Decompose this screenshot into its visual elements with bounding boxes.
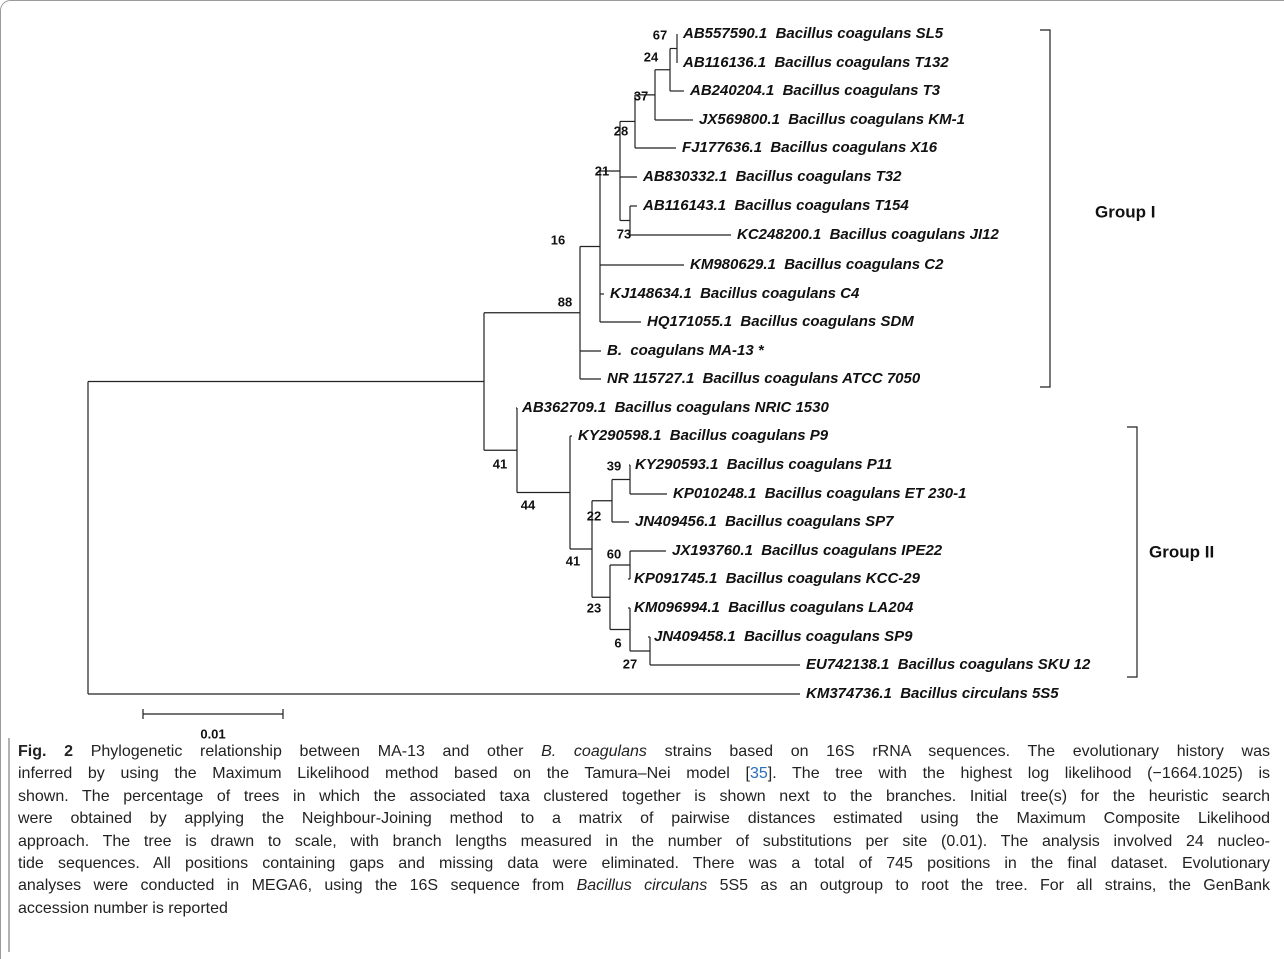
leaf-label: B. coagulans MA-13 * bbox=[607, 342, 765, 359]
support-value: 28 bbox=[614, 123, 628, 138]
caption-text: Phylogenetic relationship between MA-13 … bbox=[73, 743, 542, 760]
leaf-label: AB362709.1 Bacillus coagulans NRIC 1530 bbox=[521, 399, 829, 416]
caption-text: strains based on 16S rRNA sequences. The… bbox=[646, 743, 1271, 760]
leaf-label: KJ148634.1 Bacillus coagulans C4 bbox=[610, 285, 860, 302]
leaf-label: EU742138.1 Bacillus coagulans SKU 12 bbox=[806, 656, 1091, 673]
support-value: 6 bbox=[614, 635, 621, 650]
group-label: Group I bbox=[1095, 202, 1155, 221]
caption-text: 5S5 as an outgroup to root the tree. For… bbox=[707, 877, 1270, 895]
leaf-label: KP091745.1 Bacillus coagulans KCC-29 bbox=[634, 570, 921, 587]
support-value: 67 bbox=[653, 27, 667, 42]
support-value: 88 bbox=[558, 294, 572, 309]
leaf-label: KM980629.1 Bacillus coagulans C2 bbox=[690, 256, 944, 273]
support-value: 21 bbox=[595, 163, 609, 178]
caption-line: tide sequences. All positions containing… bbox=[18, 853, 1270, 875]
support-value: 44 bbox=[521, 497, 536, 512]
leaf-label: FJ177636.1 Bacillus coagulans X16 bbox=[682, 139, 938, 156]
reference-link[interactable]: 35 bbox=[749, 765, 768, 783]
caption-line: Fig. 2 Phylogenetic relationship between… bbox=[18, 741, 1270, 763]
leaf-label: AB116136.1 Bacillus coagulans T132 bbox=[682, 54, 949, 71]
caption-text: ]. The tree with the highest log likelih… bbox=[767, 765, 1270, 783]
caption-italic: B. coagulans bbox=[541, 743, 647, 760]
group-bracket bbox=[1127, 426, 1138, 678]
leaf-label: AB240204.1 Bacillus coagulans T3 bbox=[689, 82, 941, 99]
leaf-label: JX569800.1 Bacillus coagulans KM-1 bbox=[699, 111, 965, 128]
leaf-label: KC248200.1 Bacillus coagulans JI12 bbox=[737, 226, 999, 243]
caption: Fig. 2 Phylogenetic relationship between… bbox=[18, 741, 1270, 920]
caption-text: tide sequences. All positions containing… bbox=[18, 855, 1270, 873]
leaf-label: KY290598.1 Bacillus coagulans P9 bbox=[578, 427, 829, 444]
leaf-label: NR 115727.1 Bacillus coagulans ATCC 7050 bbox=[607, 370, 921, 387]
tree bbox=[87, 29, 1138, 719]
group-bracket bbox=[1040, 29, 1051, 388]
support-value: 41 bbox=[566, 553, 580, 568]
support-value: 16 bbox=[551, 232, 565, 247]
support-value: 39 bbox=[607, 458, 621, 473]
caption-line: approach. The tree is drawn to scale, wi… bbox=[18, 831, 1270, 853]
support-value: 60 bbox=[607, 546, 621, 561]
leaf-label: KM096994.1 Bacillus coagulans LA204 bbox=[634, 599, 914, 616]
leaf-label: KY290593.1 Bacillus coagulans P11 bbox=[635, 456, 892, 473]
support-value: 27 bbox=[623, 656, 637, 671]
caption-line: inferred by using the Maximum Likelihood… bbox=[18, 763, 1270, 785]
leaf-label: AB557590.1 Bacillus coagulans SL5 bbox=[682, 25, 944, 42]
caption-line: accession number is reported bbox=[18, 898, 1270, 920]
caption-text: approach. The tree is drawn to scale, wi… bbox=[18, 832, 1270, 850]
leaf-label: AB116143.1 Bacillus coagulans T154 bbox=[642, 197, 909, 214]
group-label: Group II bbox=[1149, 542, 1214, 561]
leaf-label: KP010248.1 Bacillus coagulans ET 230-1 bbox=[673, 485, 966, 502]
caption-text: inferred by using the Maximum Likelihood… bbox=[18, 765, 750, 783]
support-value: 37 bbox=[634, 88, 648, 103]
support-value: 73 bbox=[617, 226, 631, 241]
caption-text: shown. The percentage of trees in which … bbox=[18, 787, 1270, 805]
leaf-label: KM374736.1 Bacillus circulans 5S5 bbox=[806, 685, 1059, 702]
scale-label: 0.01 bbox=[200, 726, 225, 741]
leaf-label: HQ171055.1 Bacillus coagulans SDM bbox=[647, 313, 914, 330]
caption-line: shown. The percentage of trees in which … bbox=[18, 786, 1270, 808]
caption-line: analyses were conducted in MEGA6, using … bbox=[18, 875, 1270, 897]
leaf-label: JN409458.1 Bacillus coagulans SP9 bbox=[654, 628, 913, 645]
leaf-label: AB830332.1 Bacillus coagulans T32 bbox=[642, 168, 902, 185]
support-value: 41 bbox=[493, 456, 507, 471]
support-value: 22 bbox=[587, 508, 601, 523]
figure-label: Fig. 2 bbox=[18, 743, 74, 760]
caption-text: accession number is reported bbox=[18, 899, 228, 917]
leaf-label: JX193760.1 Bacillus coagulans IPE22 bbox=[672, 542, 943, 559]
leaf-label: JN409456.1 Bacillus coagulans SP7 bbox=[635, 513, 894, 530]
caption-italic: Bacillus circulans bbox=[576, 877, 708, 895]
caption-text: analyses were conducted in MEGA6, using … bbox=[18, 877, 577, 895]
caption-text: were obtained by applying the Neighbour-… bbox=[18, 810, 1270, 828]
support-value: 23 bbox=[587, 600, 601, 615]
support-value: 24 bbox=[644, 49, 659, 64]
caption-line: were obtained by applying the Neighbour-… bbox=[18, 808, 1270, 830]
